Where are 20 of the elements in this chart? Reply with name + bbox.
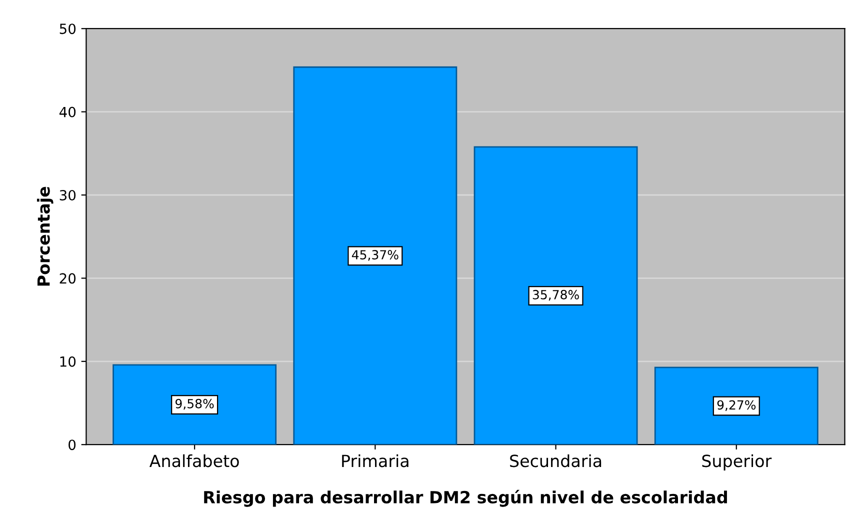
y-tick-label: 0 <box>68 440 76 450</box>
y-axis-title: Porcentaje <box>36 186 54 286</box>
data-label: 9,58% <box>176 398 214 410</box>
x-tick-label: Analfabeto <box>149 454 239 468</box>
bar <box>654 366 818 445</box>
bar <box>293 66 458 445</box>
x-tick-label: Superior <box>702 454 772 470</box>
x-tick-label: Primaria <box>342 454 408 468</box>
y-tick-label: 30 <box>60 190 76 200</box>
y-tick-label: 20 <box>60 273 76 284</box>
bar <box>112 364 277 445</box>
data-label: 9,27% <box>717 400 756 411</box>
x-axis-title: Riesgo para desarrollar DM2 según nivel de escolaridad <box>204 490 727 507</box>
y-tick-label: 40 <box>59 106 76 118</box>
data-label: 35,78% <box>532 290 579 301</box>
bar <box>474 146 638 445</box>
x-tick-label: Secundaria <box>510 454 602 468</box>
y-tick-label: 50 <box>60 24 76 34</box>
y-tick-label: 10 <box>60 356 76 367</box>
data-label: 45,37% <box>352 250 398 261</box>
